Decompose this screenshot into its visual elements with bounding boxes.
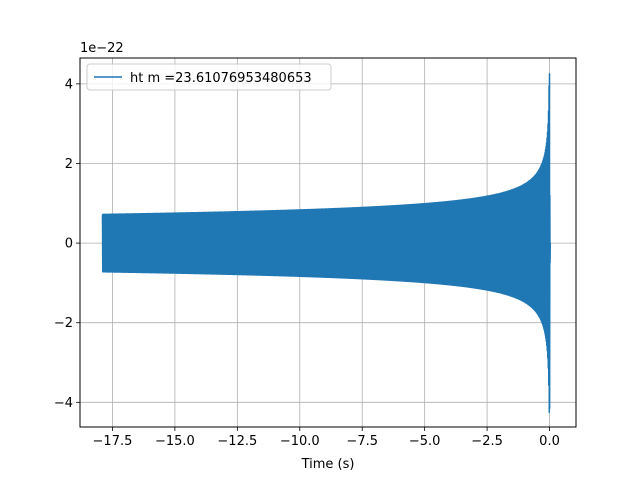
series-layer xyxy=(101,73,552,414)
x-tick-label: −15.0 xyxy=(155,434,195,449)
y-tick-label: −4 xyxy=(54,396,73,411)
y-tick-label: −2 xyxy=(54,316,73,331)
x-tick-label: −12.5 xyxy=(217,434,257,449)
x-axis-label: Time (s) xyxy=(301,457,355,472)
x-tick-label: −5.0 xyxy=(409,434,441,449)
x-axis-ticks: −17.5 −15.0 −12.5 −10.0 −7.5 −5.0 −2.5 0.0 xyxy=(93,427,560,449)
y-axis-offset-text: 1e−22 xyxy=(80,41,124,56)
y-axis-ticks: −4 −2 0 2 4 xyxy=(54,77,80,411)
legend-label: ht m =23.61076953480653 xyxy=(130,71,312,86)
x-tick-label: −7.5 xyxy=(346,434,378,449)
y-tick-label: 2 xyxy=(65,157,73,172)
x-tick-label: −10.0 xyxy=(280,434,320,449)
y-tick-label: 4 xyxy=(65,77,73,92)
x-tick-label: −2.5 xyxy=(471,434,503,449)
axes-frame xyxy=(79,57,577,428)
x-tick-label: −17.5 xyxy=(93,434,133,449)
legend: ht m =23.61076953480653 xyxy=(86,63,332,91)
legend-box xyxy=(86,63,332,91)
series-line xyxy=(101,73,552,414)
x-tick-label: 0.0 xyxy=(539,434,560,449)
y-tick-label: 0 xyxy=(65,237,73,252)
